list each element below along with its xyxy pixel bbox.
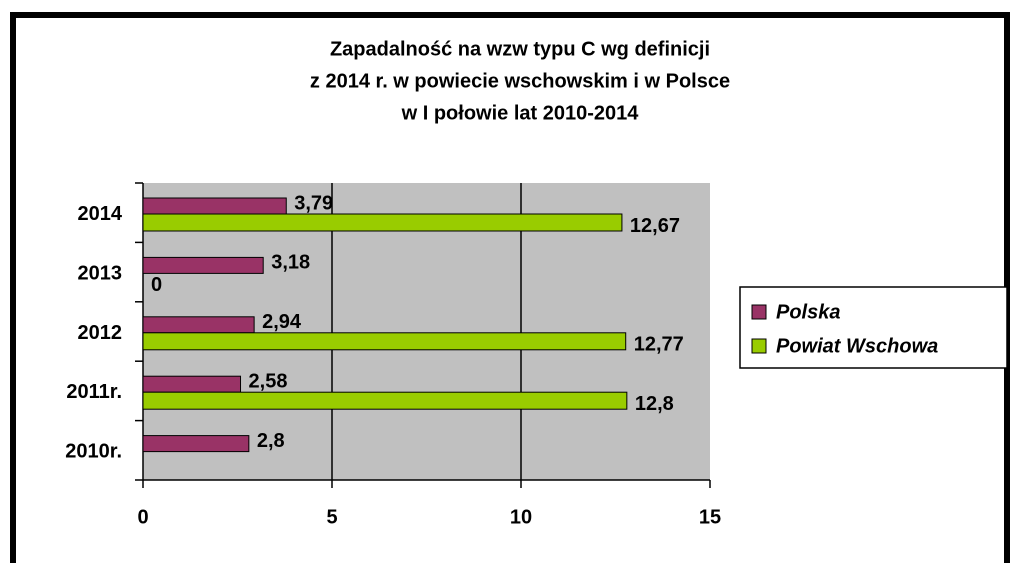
bar (142, 316, 255, 334)
chart-title: z 2014 r. w powiecie wschowskim i w Pols… (310, 70, 730, 92)
x-tick-label: 15 (699, 506, 721, 528)
value-label: 3,18 (271, 252, 310, 274)
chart-title: Zapadalność na wzw typu C wg definicji (330, 38, 710, 60)
legend-label: Polska (776, 301, 840, 323)
value-label: 3,79 (294, 192, 333, 214)
bar (142, 197, 287, 215)
value-label: 2,58 (249, 370, 288, 392)
y-tick-label: 2010r. (65, 441, 122, 463)
bar (142, 375, 242, 393)
y-tick-label: 2013 (78, 262, 123, 284)
value-label: 0 (151, 274, 162, 296)
x-tick-label: 0 (137, 506, 148, 528)
y-tick-label: 2011r. (66, 381, 122, 403)
value-label: 12,67 (630, 215, 680, 237)
y-tick-label: 2012 (78, 322, 123, 344)
frame-left (10, 12, 16, 563)
value-label: 2,8 (257, 430, 285, 452)
legend-label: Powiat Wschowa (776, 335, 938, 357)
x-tick-label: 5 (326, 506, 337, 528)
x-tick-label: 10 (510, 506, 532, 528)
value-label: 12,8 (635, 393, 674, 415)
bar (142, 435, 250, 453)
legend (739, 286, 1008, 369)
bar (142, 391, 628, 410)
y-tick-label: 2014 (78, 203, 123, 225)
frame-top (10, 12, 1010, 18)
legend-swatch (751, 304, 767, 320)
legend-swatch (751, 338, 767, 354)
value-label: 2,94 (262, 311, 302, 333)
value-label: 12,77 (634, 334, 684, 356)
chart-title: w I połowie lat 2010-2014 (401, 102, 640, 124)
bar (142, 256, 264, 274)
bar (142, 332, 627, 351)
bar (142, 213, 623, 232)
